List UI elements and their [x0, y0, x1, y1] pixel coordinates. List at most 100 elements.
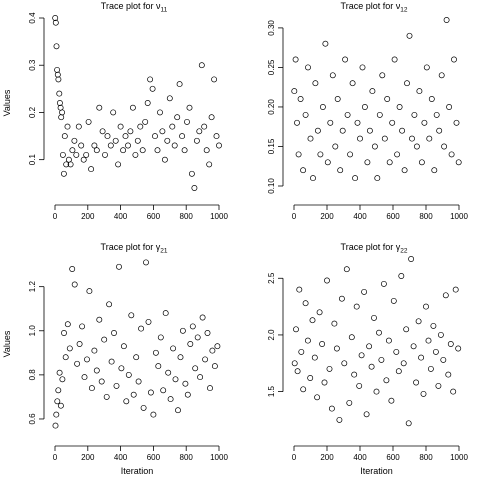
- chart-title-main: Trace plot for ν: [101, 1, 161, 11]
- chart-title-subscript: 22: [400, 248, 408, 255]
- data-point: [331, 320, 338, 327]
- x-tick-label: 200: [320, 212, 334, 221]
- chart-title-main: Trace plot for ν: [341, 1, 401, 11]
- data-point: [310, 175, 316, 182]
- data-point: [354, 119, 361, 126]
- data-point: [74, 360, 81, 367]
- data-point: [194, 334, 201, 341]
- data-point: [139, 147, 146, 154]
- data-point: [182, 380, 189, 387]
- data-point: [160, 387, 167, 394]
- y-tick-label: 2.5: [267, 272, 276, 284]
- data-point: [177, 354, 184, 361]
- data-point: [322, 40, 329, 47]
- data-point: [398, 273, 405, 279]
- data-point: [134, 137, 141, 144]
- data-point: [369, 88, 376, 95]
- chart-title-subscript: 21: [160, 248, 168, 255]
- data-point: [207, 385, 213, 392]
- data-point: [64, 321, 71, 328]
- y-tick-label: 0.2: [28, 106, 37, 118]
- data-point: [302, 111, 309, 118]
- data-point: [204, 330, 211, 336]
- data-point: [324, 277, 330, 284]
- data-point: [348, 334, 355, 341]
- data-point: [293, 326, 299, 333]
- data-point: [133, 354, 140, 361]
- data-point: [115, 161, 122, 168]
- chart-title: Trace plot for ν12: [341, 1, 408, 14]
- data-point: [336, 416, 343, 423]
- data-point: [125, 371, 132, 378]
- data-point: [56, 369, 63, 376]
- data-point: [371, 143, 378, 150]
- data-point: [373, 388, 380, 395]
- data-point: [455, 345, 462, 352]
- y-tick-label: 0.1: [28, 154, 37, 166]
- data-point: [442, 292, 449, 299]
- data-point: [56, 90, 63, 97]
- data-point: [304, 337, 311, 344]
- data-point: [161, 156, 168, 163]
- data-point: [203, 147, 210, 154]
- data-point: [413, 143, 420, 150]
- data-point: [386, 159, 393, 166]
- data-point: [171, 142, 178, 149]
- data-point: [120, 147, 127, 154]
- data-point: [433, 111, 440, 118]
- data-point: [368, 363, 375, 370]
- data-point: [61, 133, 68, 140]
- data-point: [75, 123, 82, 130]
- data-point: [359, 64, 366, 71]
- y-tick-label: 2.0: [267, 329, 276, 341]
- data-point: [441, 143, 448, 150]
- data-point: [380, 280, 387, 287]
- data-point: [129, 104, 136, 111]
- data-point: [211, 363, 218, 370]
- data-point: [66, 345, 73, 352]
- chart-panel-1: Trace plot for ν11 0.1 0.2 0.3 0.4 0 200 400 600…: [2, 1, 228, 221]
- data-point: [137, 123, 144, 130]
- data-point: [76, 341, 83, 347]
- data-point: [314, 127, 321, 134]
- x-tick-label: 200: [81, 453, 95, 462]
- data-point: [423, 303, 429, 310]
- data-point: [327, 119, 334, 126]
- data-point: [333, 345, 340, 352]
- data-point: [143, 259, 149, 266]
- y-tick-label: 0.10: [267, 178, 276, 194]
- data-point: [326, 365, 333, 372]
- data-point: [130, 391, 137, 398]
- data-point: [152, 349, 159, 356]
- data-point: [113, 382, 120, 389]
- data-point: [78, 142, 85, 149]
- data-point: [80, 156, 87, 163]
- data-point: [187, 341, 194, 347]
- data-point: [435, 382, 442, 389]
- chart-title-subscript: 12: [400, 7, 408, 14]
- data-point: [108, 358, 115, 365]
- data-point: [57, 402, 64, 409]
- data-point: [54, 71, 61, 78]
- y-tick-label: 0.30: [267, 20, 276, 36]
- data-point: [411, 111, 418, 118]
- data-point: [179, 327, 186, 334]
- data-point: [294, 119, 300, 126]
- data-point: [69, 266, 76, 272]
- data-point: [312, 80, 319, 87]
- data-point: [157, 334, 164, 341]
- data-point: [132, 151, 139, 158]
- data-point: [453, 119, 460, 126]
- data-point: [159, 128, 166, 135]
- data-point: [418, 159, 425, 166]
- x-tick-label: 400: [353, 453, 367, 462]
- y-tick-label: 1.0: [28, 325, 37, 337]
- data-point: [147, 389, 154, 396]
- data-point: [420, 390, 427, 397]
- data-point: [55, 76, 62, 83]
- data-point: [332, 143, 339, 150]
- data-point: [342, 56, 349, 63]
- data-point: [443, 17, 450, 23]
- data-point: [167, 396, 174, 403]
- data-point: [98, 378, 105, 385]
